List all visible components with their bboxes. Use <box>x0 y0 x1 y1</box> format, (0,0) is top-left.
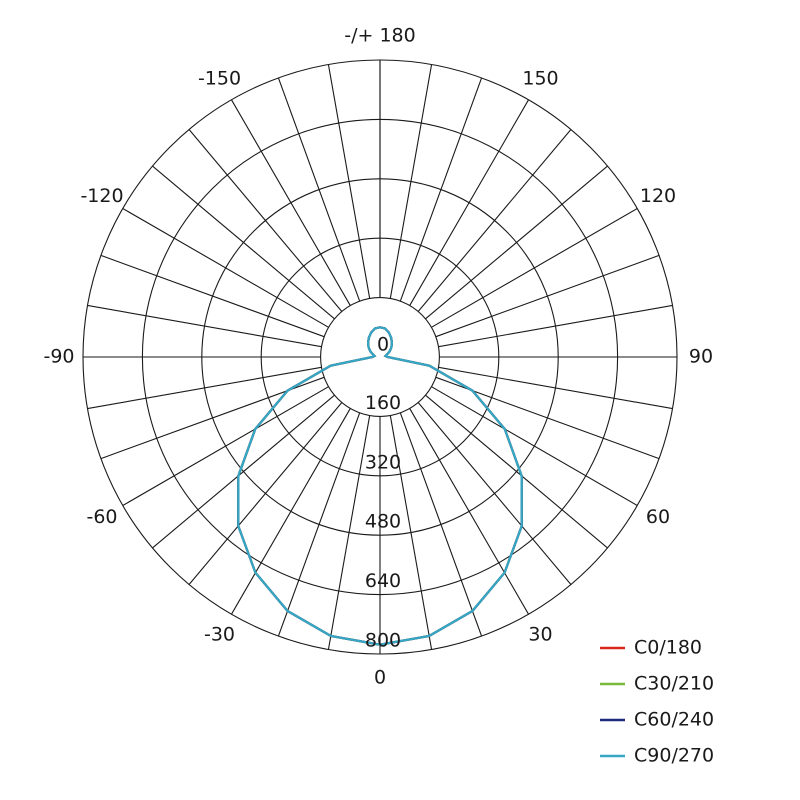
grid-spoke <box>389 64 433 299</box>
legend-label: C0/180 <box>634 637 702 659</box>
angle-label: -60 <box>86 506 117 528</box>
grid-spoke <box>87 366 322 410</box>
grid-spoke <box>188 129 343 312</box>
grid-spoke <box>417 129 572 312</box>
grid-spoke <box>435 254 660 338</box>
grid-spoke <box>152 165 335 320</box>
angle-label: 30 <box>528 623 552 645</box>
grid-spoke <box>417 402 572 585</box>
grid-spoke <box>122 208 329 328</box>
angle-label: 90 <box>689 346 713 368</box>
grid-spoke <box>399 77 483 302</box>
grid-spoke <box>327 64 371 299</box>
angle-label: -90 <box>43 346 74 368</box>
angle-label: 120 <box>640 185 676 207</box>
legend-label: C30/210 <box>634 673 714 695</box>
grid-spoke <box>87 304 322 348</box>
grid-spoke <box>409 408 529 615</box>
grid-spoke <box>389 415 433 650</box>
grid-spoke <box>231 99 351 306</box>
r-tick-label: 0 <box>377 334 389 356</box>
legend-label: C90/270 <box>634 745 714 767</box>
grid-spoke <box>438 366 673 410</box>
grid-spoke <box>425 394 608 549</box>
angle-label: -150 <box>198 68 241 90</box>
angle-label: -/+ 180 <box>344 25 415 47</box>
grid-spoke <box>100 254 325 338</box>
legend-label: C60/240 <box>634 709 714 731</box>
grid-spoke <box>152 394 335 549</box>
grid-spoke <box>188 402 343 585</box>
grid-spoke <box>431 386 638 506</box>
grid-spoke <box>231 408 351 615</box>
grid-spoke <box>122 386 329 506</box>
r-tick-label: 480 <box>365 511 401 533</box>
r-tick-label: 640 <box>365 570 401 592</box>
grid-spoke <box>438 304 673 348</box>
r-tick-label: 160 <box>365 392 401 414</box>
grid-spoke <box>409 99 529 306</box>
grid-spoke <box>399 412 483 637</box>
grid-spoke <box>277 412 361 637</box>
curve <box>237 326 523 646</box>
angle-label: 150 <box>522 68 558 90</box>
angle-label: -30 <box>204 623 235 645</box>
r-tick-label: 320 <box>365 451 401 473</box>
grid-spoke <box>327 415 371 650</box>
angle-label: -120 <box>80 185 123 207</box>
grid-spoke <box>277 77 361 302</box>
grid-spoke <box>425 165 608 320</box>
angle-label: 0 <box>374 667 386 689</box>
r-tick-label: 800 <box>365 630 401 652</box>
angle-label: 60 <box>646 506 670 528</box>
grid-spoke <box>431 208 638 328</box>
